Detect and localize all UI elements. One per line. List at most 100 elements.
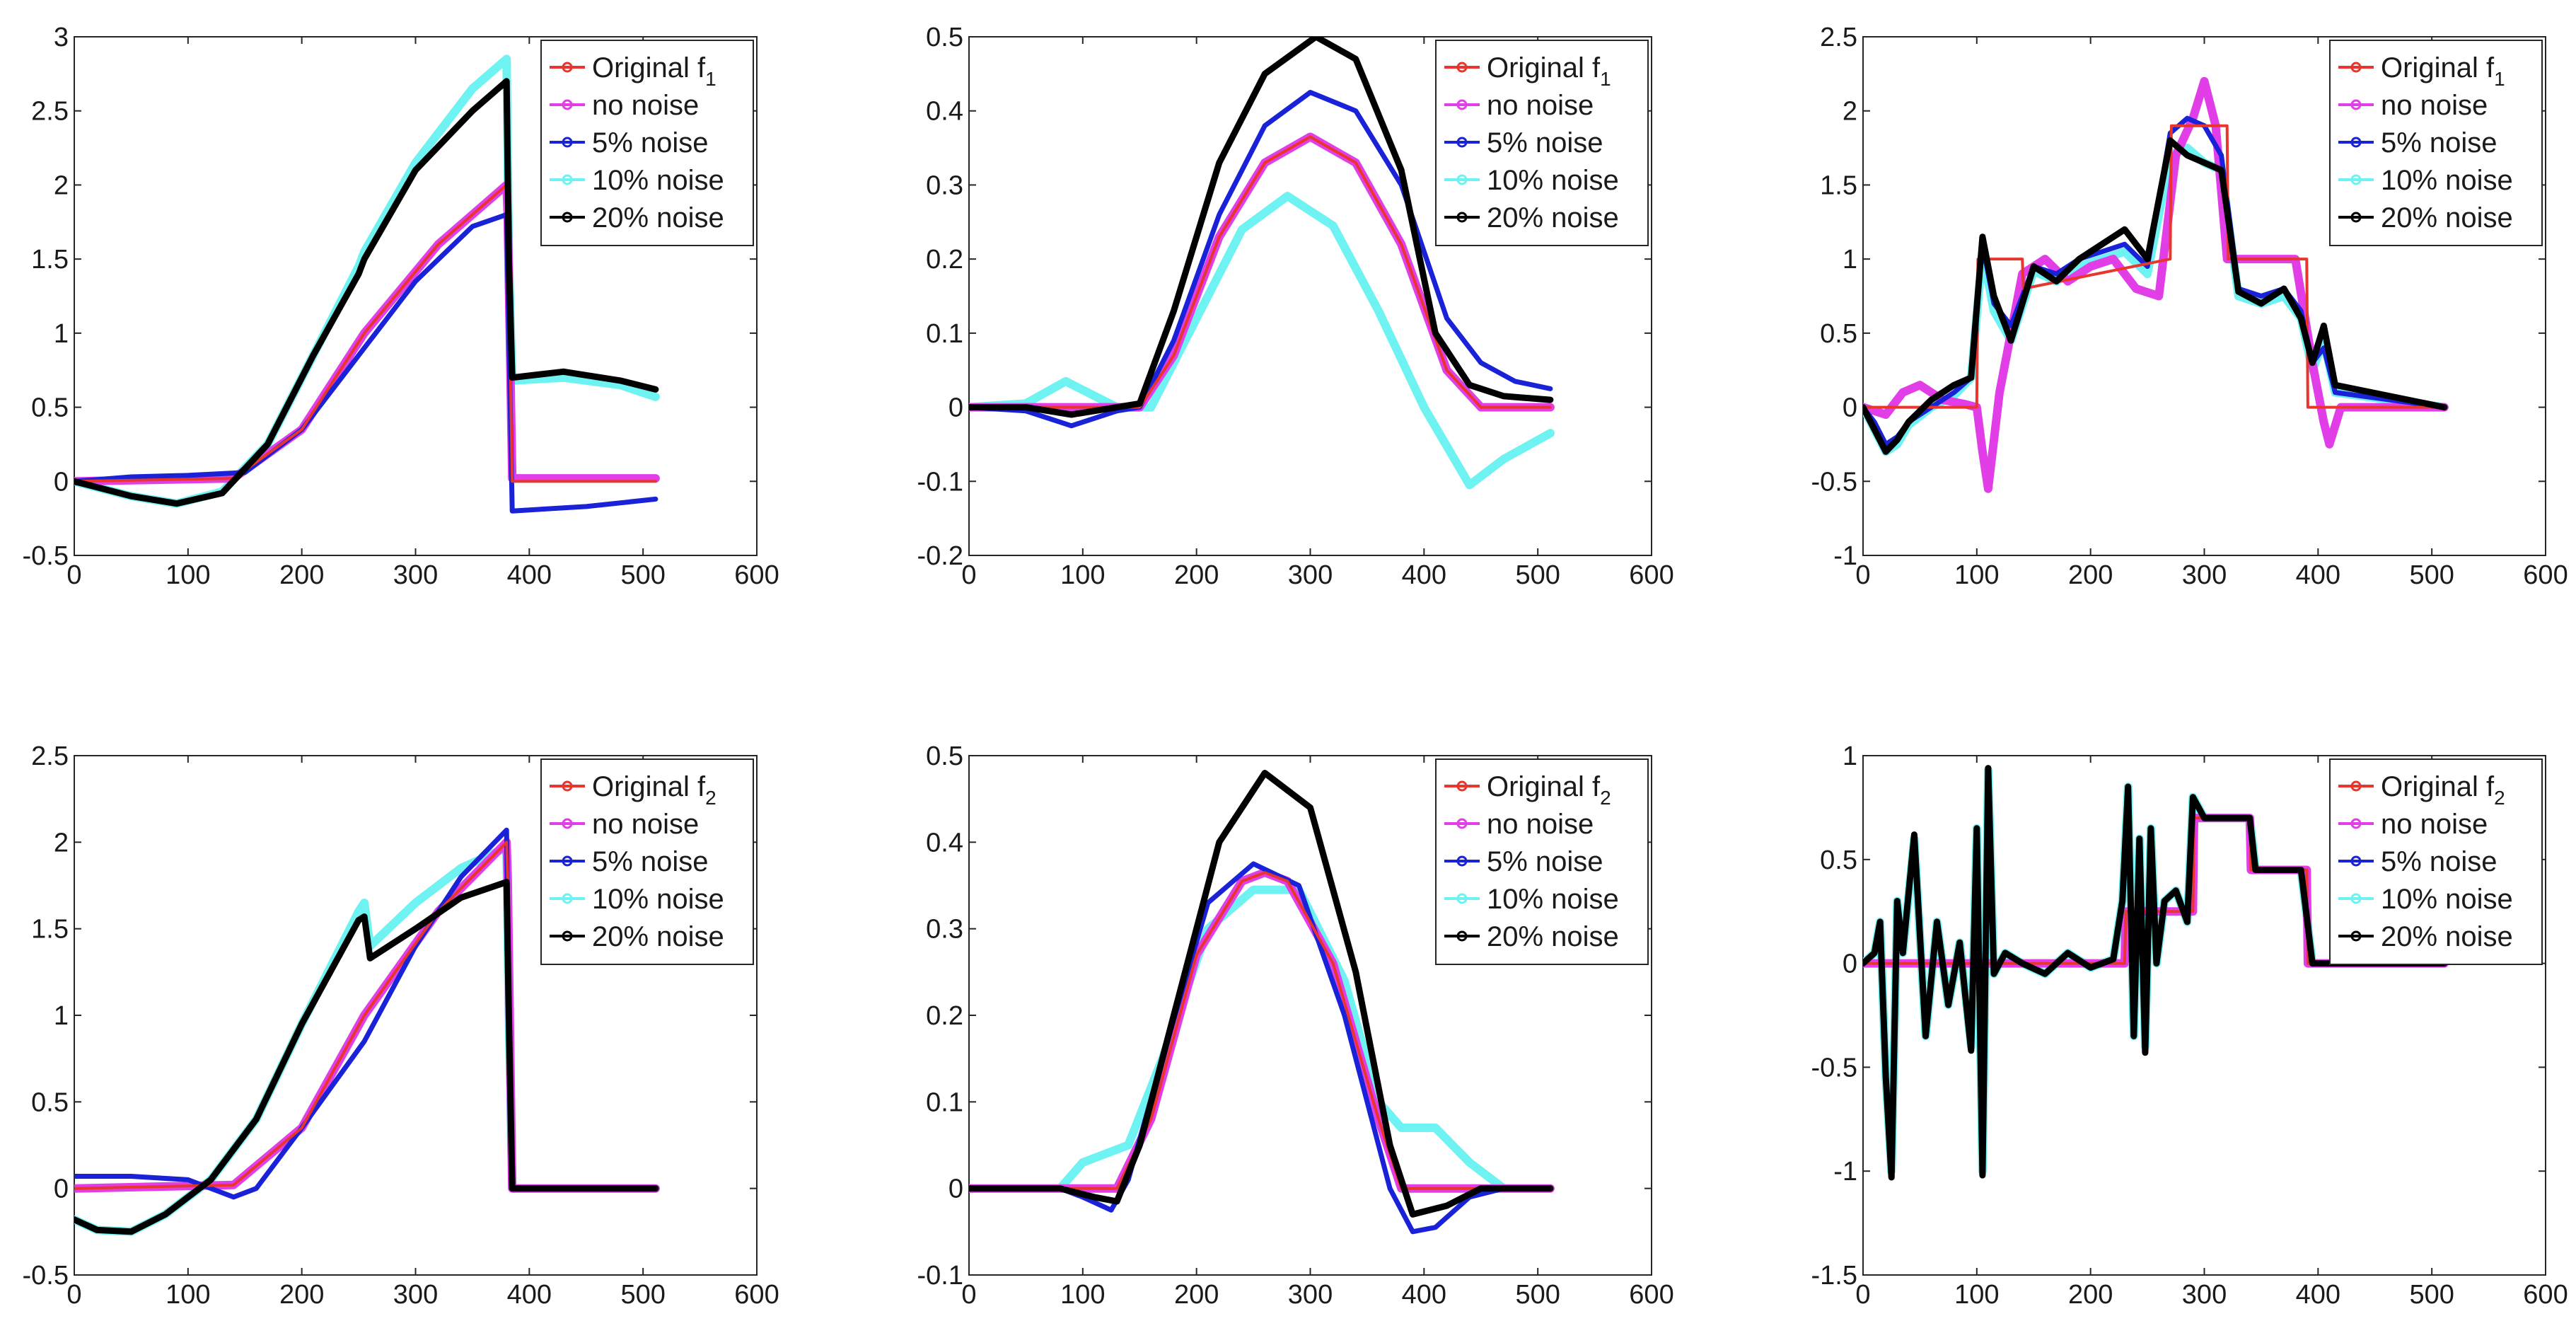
x-tick-label: 100 bbox=[166, 560, 210, 590]
x-tick-label: 400 bbox=[507, 560, 552, 590]
y-tick-label: -0.1 bbox=[917, 1261, 963, 1291]
x-tick-label: 400 bbox=[2296, 1280, 2340, 1310]
plot-area bbox=[1863, 76, 2449, 493]
y-tick-label: 3 bbox=[54, 23, 69, 52]
series-line-original bbox=[969, 135, 1552, 409]
legend-marker bbox=[2350, 818, 2362, 829]
legend-label-n20: 20% noise bbox=[2381, 921, 2513, 952]
legend-marker bbox=[1456, 930, 1468, 942]
x-tick-label: 600 bbox=[2523, 1280, 2568, 1310]
series-line-n20 bbox=[74, 78, 659, 507]
y-tick-label: -0.5 bbox=[23, 1261, 69, 1291]
plot-area bbox=[969, 770, 1555, 1235]
legend-marker bbox=[562, 137, 573, 148]
x-tick-label: 500 bbox=[2409, 560, 2454, 590]
y-tick-label: -0.1 bbox=[917, 467, 963, 497]
legend-marker bbox=[2350, 780, 2362, 792]
legend-label-none: no noise bbox=[1487, 90, 1594, 121]
legend-label-n10: 10% noise bbox=[592, 165, 724, 196]
x-tick-label: 600 bbox=[1629, 1280, 1673, 1310]
y-tick-label: 0.1 bbox=[926, 319, 963, 349]
x-tick-label: 0 bbox=[961, 1280, 976, 1310]
legend-marker bbox=[1456, 855, 1468, 867]
legend-label-n20: 20% noise bbox=[1487, 921, 1619, 952]
y-tick-label: 2.5 bbox=[31, 741, 69, 771]
plot-area bbox=[1863, 765, 2449, 1181]
y-tick-label: 2.5 bbox=[31, 97, 69, 127]
legend-label-n10: 10% noise bbox=[1487, 165, 1619, 196]
y-tick-label: -0.5 bbox=[23, 541, 69, 571]
y-tick-label: 0.5 bbox=[926, 741, 963, 771]
x-tick-label: 300 bbox=[2182, 1280, 2227, 1310]
y-tick-label: 1.5 bbox=[31, 915, 69, 945]
x-tick-label: 400 bbox=[2296, 560, 2340, 590]
x-tick-label: 600 bbox=[734, 560, 779, 590]
y-tick-label: 0.5 bbox=[926, 23, 963, 52]
x-tick-label: 500 bbox=[1515, 560, 1560, 590]
legend-marker bbox=[562, 818, 573, 829]
legend-marker bbox=[562, 212, 573, 223]
y-tick-label: 0.5 bbox=[31, 393, 69, 423]
x-tick-label: 200 bbox=[2068, 560, 2113, 590]
legend-label-n10: 10% noise bbox=[592, 884, 724, 915]
y-tick-label: 0.5 bbox=[1820, 319, 1857, 349]
y-tick-label: -0.5 bbox=[1811, 1053, 1857, 1083]
y-tick-label: -1 bbox=[1833, 1157, 1857, 1187]
legend-marker bbox=[2350, 212, 2362, 223]
legend-marker bbox=[1456, 780, 1468, 792]
x-tick-label: 300 bbox=[2182, 560, 2227, 590]
legend-label-n20: 20% noise bbox=[1487, 202, 1619, 233]
x-tick-label: 600 bbox=[2523, 560, 2568, 590]
y-tick-label: 0 bbox=[1843, 950, 1857, 979]
legend-label-n5: 5% noise bbox=[2381, 846, 2497, 877]
y-tick-label: 0.3 bbox=[926, 171, 963, 200]
legend-marker bbox=[562, 930, 573, 942]
x-tick-label: 600 bbox=[734, 1280, 779, 1310]
legend-label-n10: 10% noise bbox=[2381, 884, 2513, 915]
legend-marker bbox=[1456, 893, 1468, 904]
plot-area bbox=[74, 54, 660, 514]
x-tick-label: 0 bbox=[1855, 1280, 1870, 1310]
legend-box bbox=[1435, 40, 1649, 246]
x-tick-label: 300 bbox=[1288, 560, 1333, 590]
panel-p11: 0 100 200 300 400 500 600-0.500.511.522.53Orig… bbox=[23, 23, 779, 590]
y-tick-label: 0.4 bbox=[926, 97, 963, 127]
x-tick-label: 100 bbox=[1060, 1280, 1105, 1310]
y-tick-label: 1 bbox=[54, 319, 69, 349]
plot-area bbox=[74, 827, 660, 1236]
x-tick-label: 600 bbox=[1629, 560, 1673, 590]
legend-marker bbox=[562, 855, 573, 867]
legend-subscript: 1 bbox=[2494, 68, 2505, 90]
y-tick-label: 0 bbox=[54, 1175, 69, 1204]
x-tick-label: 200 bbox=[279, 560, 324, 590]
legend-marker bbox=[562, 62, 573, 73]
panel-p22: 0 100 200 300 400 500 600-0.100.10.20.30.40.5O… bbox=[917, 741, 1674, 1310]
y-tick-label: 0.3 bbox=[926, 915, 963, 945]
legend-subscript: 1 bbox=[705, 68, 716, 90]
series-line-n20 bbox=[1863, 765, 2448, 1181]
legend-label-none: no noise bbox=[2381, 90, 2488, 121]
y-tick-label: 0.5 bbox=[1820, 846, 1857, 875]
series-line-n20 bbox=[969, 37, 1554, 418]
x-tick-label: 500 bbox=[1515, 1280, 1560, 1310]
y-tick-label: 0.2 bbox=[926, 1001, 963, 1031]
y-tick-label: 0.5 bbox=[31, 1087, 69, 1117]
y-tick-label: 0.2 bbox=[926, 245, 963, 275]
x-tick-label: 500 bbox=[620, 560, 665, 590]
x-tick-label: 200 bbox=[1174, 560, 1219, 590]
legend-marker bbox=[562, 174, 573, 185]
x-tick-label: 300 bbox=[1288, 1280, 1333, 1310]
legend-marker bbox=[2350, 855, 2362, 867]
y-tick-label: -0.5 bbox=[1811, 467, 1857, 497]
series-line-n5 bbox=[969, 90, 1553, 429]
series-line-n20 bbox=[1863, 137, 2448, 455]
legend-label-n10: 10% noise bbox=[1487, 884, 1619, 915]
y-tick-label: 2 bbox=[1843, 97, 1857, 127]
y-tick-label: -0.2 bbox=[917, 541, 963, 571]
y-tick-label: 0 bbox=[54, 467, 69, 497]
plot-area bbox=[969, 37, 1555, 490]
x-tick-label: 300 bbox=[393, 560, 438, 590]
